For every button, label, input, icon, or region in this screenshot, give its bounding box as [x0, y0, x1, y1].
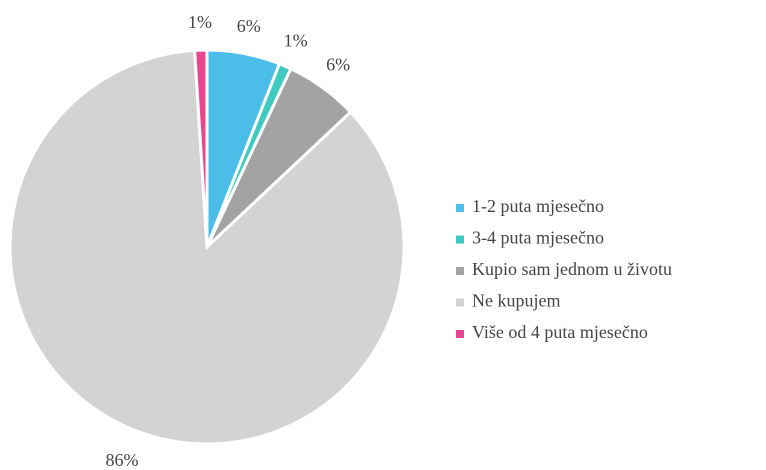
slice-label: 1%	[188, 12, 212, 32]
legend-swatch	[456, 235, 464, 244]
slice-label: 86%	[105, 450, 138, 470]
legend-swatch	[456, 330, 464, 338]
slice-label: 6%	[237, 16, 261, 36]
legend-swatch	[456, 267, 464, 275]
pie-slice	[8, 48, 406, 446]
slice-label: 1%	[284, 30, 308, 50]
legend-label: Ne kupujem	[472, 291, 560, 311]
legend-label: Više od 4 puta mjesečno	[472, 322, 648, 342]
slice-label: 6%	[326, 55, 350, 75]
legend-label: Kupio sam jednom u životu	[472, 259, 672, 279]
legend-label: 3-4 puta mjesečno	[472, 228, 604, 248]
pie-slice	[193, 48, 209, 248]
legend-label: 1-2 puta mjesečno	[472, 196, 604, 216]
legend-swatch	[456, 204, 464, 212]
legend-swatch	[456, 298, 464, 307]
